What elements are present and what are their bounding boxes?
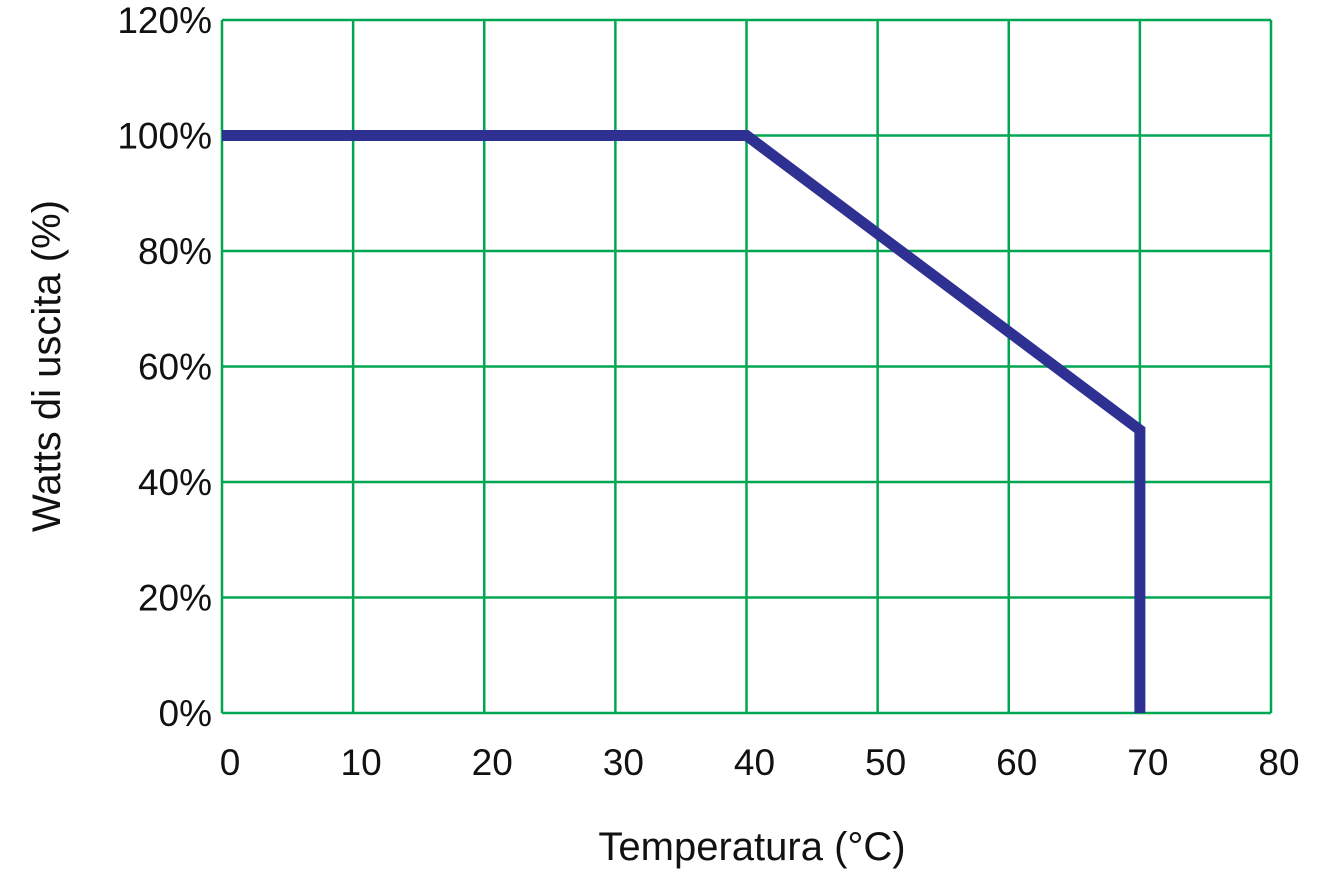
y-axis-label: Watts di uscita (%) (25, 200, 69, 532)
series-layer (222, 130, 1146, 713)
y-tick-label: 80% (138, 231, 212, 272)
x-tick-label: 10 (341, 742, 382, 783)
y-tick-labels: 0% 20% 40% 60% 80% 100% 120% (117, 0, 212, 734)
x-tick-label: 70 (1127, 742, 1168, 783)
x-tick-label: 30 (603, 742, 644, 783)
series-line-0 (222, 130, 1146, 713)
y-tick-label: 0% (159, 693, 212, 734)
x-tick-label: 20 (472, 742, 513, 783)
x-tick-label: 60 (996, 742, 1037, 783)
x-tick-label: 50 (865, 742, 906, 783)
grid (220, 18, 1273, 715)
y-tick-label: 120% (117, 0, 212, 41)
x-tick-label: 0 (220, 742, 241, 783)
x-axis-label: Temperatura (°C) (598, 825, 905, 869)
y-tick-label: 60% (138, 347, 212, 388)
y-tick-label: 100% (117, 116, 212, 157)
y-tick-label: 40% (138, 462, 212, 503)
x-tick-labels: 0 10 20 30 40 50 60 70 80 (220, 742, 1300, 783)
x-tick-label: 80 (1258, 742, 1299, 783)
x-tick-label: 40 (734, 742, 775, 783)
y-tick-label: 20% (138, 578, 212, 619)
